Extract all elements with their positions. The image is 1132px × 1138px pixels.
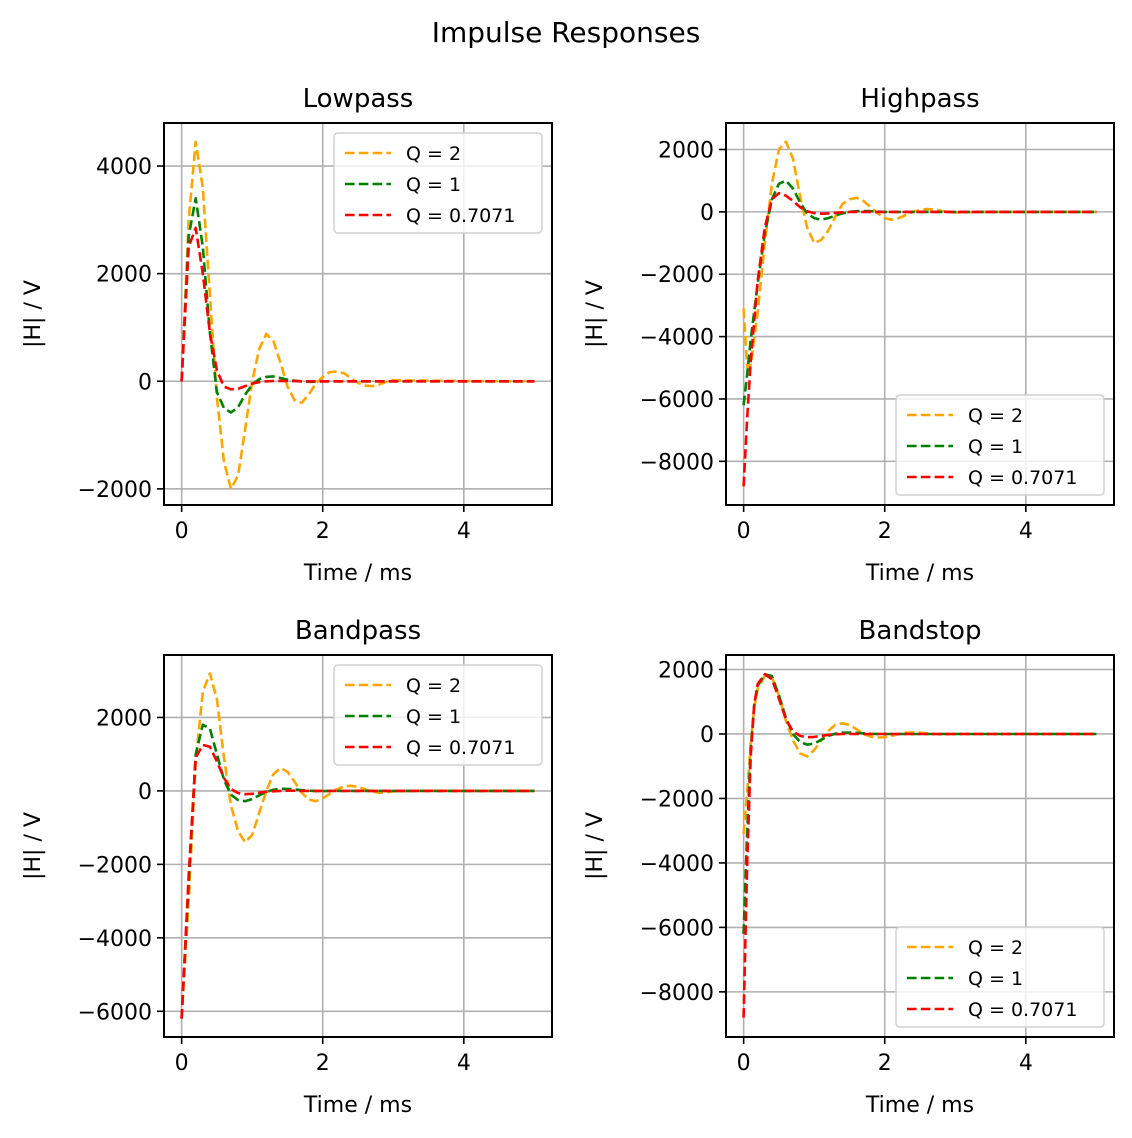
y-tick-label: −2000 <box>640 787 714 812</box>
legend: Q = 2 Q = 1 Q = 0.7071 <box>333 664 543 766</box>
series-line-q-2 <box>180 140 535 491</box>
series-group <box>180 672 535 1019</box>
legend-entry: Q = 2 <box>968 937 1023 959</box>
series-line-q-2 <box>180 672 535 1019</box>
x-tick-label: 4 <box>457 519 471 544</box>
y-tick-label: −6000 <box>640 916 714 941</box>
y-axis-label: |H| / V <box>583 812 608 880</box>
x-axis-label: Time / ms <box>303 1093 412 1118</box>
subplot-lowpass: 0 2 4 −2000 0 2000 4000 Lowpass Time / ms |H| / V… <box>21 84 553 586</box>
subplot-bandstop: 0 2 4 −8000 −6000 −4000 −2000 0 2000 Bandstop Time… <box>583 616 1115 1118</box>
legend-frame <box>895 394 1105 496</box>
y-tick-label: −4000 <box>640 326 714 351</box>
y-tick-label: −6000 <box>78 1000 152 1025</box>
figure-suptitle: Impulse Responses <box>432 16 701 49</box>
axes-frame <box>725 122 1115 506</box>
legend-frame <box>895 926 1105 1028</box>
x-tick-label: 2 <box>316 1051 330 1076</box>
legend-entry: Q = 1 <box>968 436 1023 458</box>
y-tick-label: 2000 <box>96 706 152 731</box>
x-tick-label: 4 <box>1019 1051 1033 1076</box>
y-tick-label: 0 <box>138 780 152 805</box>
x-axis-label: Time / ms <box>865 561 974 586</box>
x-tick-label: 0 <box>175 519 189 544</box>
y-tick-label: −2000 <box>78 853 152 878</box>
y-tick-label: −2000 <box>78 478 152 503</box>
y-tick-label: 2000 <box>658 659 714 684</box>
subplot-title: Lowpass <box>303 84 414 114</box>
x-tick-label: 2 <box>878 1051 892 1076</box>
legend-entry: Q = 0.7071 <box>406 205 515 227</box>
y-axis-label: |H| / V <box>21 280 46 348</box>
series-line-q-1 <box>742 179 1097 406</box>
axes-frame <box>725 654 1115 1038</box>
x-tick-label: 0 <box>737 519 751 544</box>
subplot-title: Highpass <box>860 84 979 114</box>
x-tick-label: 0 <box>737 1051 751 1076</box>
x-tick-label: 2 <box>316 519 330 544</box>
axes-frame <box>163 654 553 1038</box>
series-group <box>742 672 1097 1018</box>
legend-entry: Q = 0.7071 <box>968 467 1077 489</box>
x-tick-label: 2 <box>878 519 892 544</box>
y-tick-label: 0 <box>138 370 152 395</box>
legend-frame <box>333 132 543 234</box>
legend-entry: Q = 2 <box>968 405 1023 427</box>
y-axis-label: |H| / V <box>21 812 46 880</box>
legend-entry: Q = 1 <box>968 968 1023 990</box>
y-tick-label: −4000 <box>78 927 152 952</box>
y-tick-label: −2000 <box>640 263 714 288</box>
legend-entry: Q = 1 <box>406 706 461 728</box>
series-group <box>742 140 1097 487</box>
y-tick-label: 2000 <box>96 263 152 288</box>
series-line-q-0-7071 <box>742 191 1097 487</box>
legend: Q = 2 Q = 1 Q = 0.7071 <box>895 926 1105 1028</box>
legend-entry: Q = 0.7071 <box>968 999 1077 1021</box>
legend-entry: Q = 0.7071 <box>406 737 515 759</box>
legend: Q = 2 Q = 1 Q = 0.7071 <box>333 132 543 234</box>
series-line-q-0-7071 <box>180 226 535 391</box>
series-line-q-0-7071 <box>742 672 1097 1018</box>
x-axis-label: Time / ms <box>303 561 412 586</box>
legend: Q = 2 Q = 1 Q = 0.7071 <box>895 394 1105 496</box>
y-tick-label: 2000 <box>658 139 714 164</box>
subplot-bandpass: 0 2 4 −6000 −4000 −2000 0 2000 Bandpass Time / ms… <box>21 616 553 1118</box>
y-tick-label: −8000 <box>640 981 714 1006</box>
series-line-q-2 <box>742 140 1097 370</box>
x-tick-label: 0 <box>175 1051 189 1076</box>
subplot-highpass: 0 2 4 −8000 −6000 −4000 −2000 0 2000 Highpass Time… <box>583 84 1115 586</box>
x-axis-label: Time / ms <box>865 1093 974 1118</box>
series-line-q-0-7071 <box>180 743 535 1019</box>
y-axis-label: |H| / V <box>583 280 608 348</box>
axes-frame <box>163 122 553 506</box>
y-tick-label: 0 <box>700 201 714 226</box>
legend-entry: Q = 2 <box>406 143 461 165</box>
y-tick-label: 0 <box>700 723 714 748</box>
legend-entry: Q = 2 <box>406 675 461 697</box>
x-tick-label: 4 <box>457 1051 471 1076</box>
y-tick-label: 4000 <box>96 155 152 180</box>
y-tick-label: −6000 <box>640 388 714 413</box>
legend-frame <box>333 664 543 766</box>
subplot-title: Bandpass <box>295 616 421 646</box>
x-tick-label: 4 <box>1019 519 1033 544</box>
series-line-q-1 <box>742 672 1097 934</box>
y-tick-label: −4000 <box>640 852 714 877</box>
legend-entry: Q = 1 <box>406 174 461 196</box>
series-group <box>180 140 535 491</box>
y-tick-label: −8000 <box>640 450 714 475</box>
subplot-title: Bandstop <box>859 616 982 646</box>
